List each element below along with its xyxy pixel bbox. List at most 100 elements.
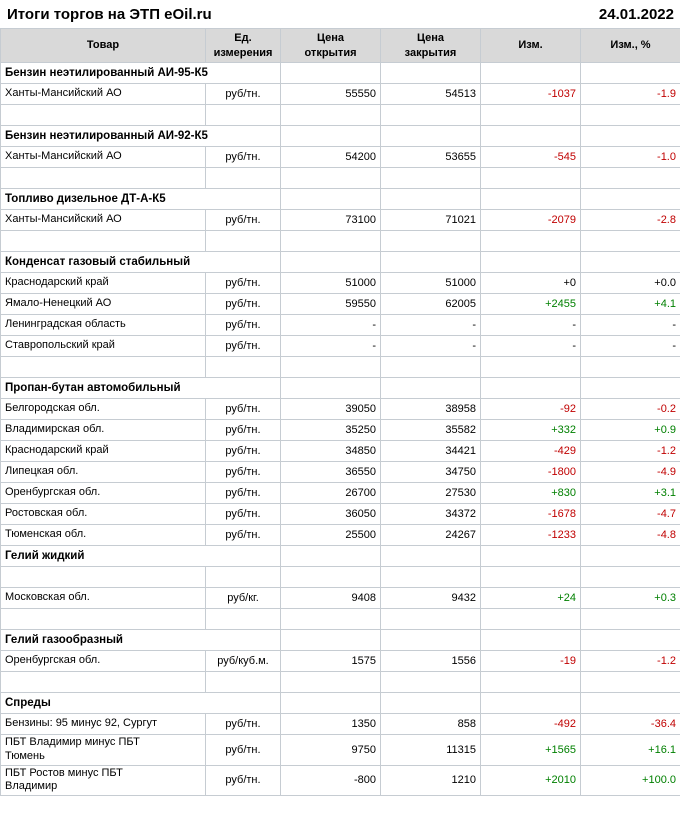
cell-chg: -2079 [480,209,581,231]
cell-product: Ямало-Ненецкий АО [0,293,206,315]
cell-chg_pct: -1.9 [580,83,680,105]
empty-cell [280,377,381,399]
empty-cell [380,230,481,252]
cell-open: 26700 [280,482,381,504]
cell-unit: руб/тн. [205,293,281,315]
cell-open: 54200 [280,146,381,168]
empty-cell [580,692,680,714]
empty-cell [480,629,581,651]
empty-cell [380,671,481,693]
cell-chg_pct: - [580,335,680,357]
table-row: Владимирская обл. руб/тн. 35250 35582 +332 +0… [0,419,680,441]
cell-close: 51000 [380,272,481,294]
cell-chg: - [480,335,581,357]
cell-open: 25500 [280,524,381,546]
cell-chg: -492 [480,713,581,735]
empty-cell [580,62,680,84]
empty-cell [380,188,481,210]
cell-open: 9750 [280,734,381,766]
cell-chg: +830 [480,482,581,504]
cell-close: 1556 [380,650,481,672]
empty-cell [280,125,381,147]
cell-chg: - [480,314,581,336]
cell-product: Ханты-Мансийский АО [0,83,206,105]
cell-unit: руб/тн. [205,209,281,231]
cell-open: 34850 [280,440,381,462]
cell-product: Бензины: 95 минус 92, Сургут [0,713,206,735]
cell-unit: руб/тн. [205,398,281,420]
cell-chg_pct: -36.4 [580,713,680,735]
empty-cell [580,545,680,567]
cell-close: 11315 [380,734,481,766]
cell-close: 54513 [380,83,481,105]
empty-cell [380,356,481,378]
cell-open: 51000 [280,272,381,294]
table-row: Ханты-Мансийский АО руб/тн. 54200 53655 -545… [0,146,680,168]
section-title: Топливо дизельное ДТ-А-К5 [0,188,281,210]
empty-cell [280,167,381,189]
cell-unit: руб/тн. [205,461,281,483]
empty-cell [0,608,206,630]
cell-chg_pct: +16.1 [580,734,680,766]
empty-cell [0,566,206,588]
cell-unit: руб/тн. [205,419,281,441]
empty-cell [380,62,481,84]
table-row: Ханты-Мансийский АО руб/тн. 73100 71021 -207… [0,209,680,231]
cell-open: 35250 [280,419,381,441]
cell-product: Белгородская обл. [0,398,206,420]
empty-cell [380,608,481,630]
spacer-row [0,671,680,693]
cell-open: 36550 [280,461,381,483]
cell-unit: руб/тн. [205,272,281,294]
cell-close: - [380,314,481,336]
empty-cell [0,167,206,189]
empty-cell [580,377,680,399]
cell-unit: руб/тн. [205,482,281,504]
cell-chg_pct: -2.8 [580,209,680,231]
empty-cell [580,230,680,252]
empty-cell [480,167,581,189]
empty-cell [205,671,281,693]
cell-open: 55550 [280,83,381,105]
cell-unit: руб/тн. [205,734,281,766]
section-row: Пропан-бутан автомобильный [0,377,680,399]
cell-chg: +332 [480,419,581,441]
table-row: Белгородская обл. руб/тн. 39050 38958 -92 -0.… [0,398,680,420]
table-row: Ямало-Ненецкий АО руб/тн. 59550 62005 +2455 +… [0,293,680,315]
empty-cell [480,251,581,273]
cell-close: - [380,335,481,357]
table-row: Липецкая обл. руб/тн. 36550 34750 -1800 -4.9 [0,461,680,483]
cell-open: 39050 [280,398,381,420]
spacer-row [0,104,680,126]
table-row: Краснодарский край руб/тн. 51000 51000 +0 +0.… [0,272,680,294]
cell-product: Краснодарский край [0,440,206,462]
table-row: Ленинградская область руб/тн. - - - - [0,314,680,336]
cell-chg: -545 [480,146,581,168]
empty-cell [580,125,680,147]
empty-cell [480,608,581,630]
cell-unit: руб/тн. [205,524,281,546]
column-header-unit: Ед. измерения [205,28,281,63]
page-title: Итоги торгов на ЭТП eOil.ru [7,6,212,23]
empty-cell [580,251,680,273]
empty-cell [205,566,281,588]
section-row: Гелий жидкий [0,545,680,567]
cell-product: Ханты-Мансийский АО [0,209,206,231]
empty-cell [480,692,581,714]
cell-unit: руб/тн. [205,440,281,462]
section-title: Бензин неэтилированный АИ-92-К5 [0,125,281,147]
cell-open: - [280,335,381,357]
empty-cell [480,671,581,693]
section-title: Бензин неэтилированный АИ-95-К5 [0,62,281,84]
cell-chg_pct: -0.2 [580,398,680,420]
section-title: Конденсат газовый стабильный [0,251,281,273]
empty-cell [0,356,206,378]
title-bar: Итоги торгов на ЭТП eOil.ru 24.01.2022 [0,0,680,28]
empty-cell [380,566,481,588]
empty-cell [580,671,680,693]
cell-close: 38958 [380,398,481,420]
spacer-row [0,356,680,378]
cell-unit: руб/тн. [205,83,281,105]
cell-chg: -92 [480,398,581,420]
cell-chg_pct: -4.9 [580,461,680,483]
